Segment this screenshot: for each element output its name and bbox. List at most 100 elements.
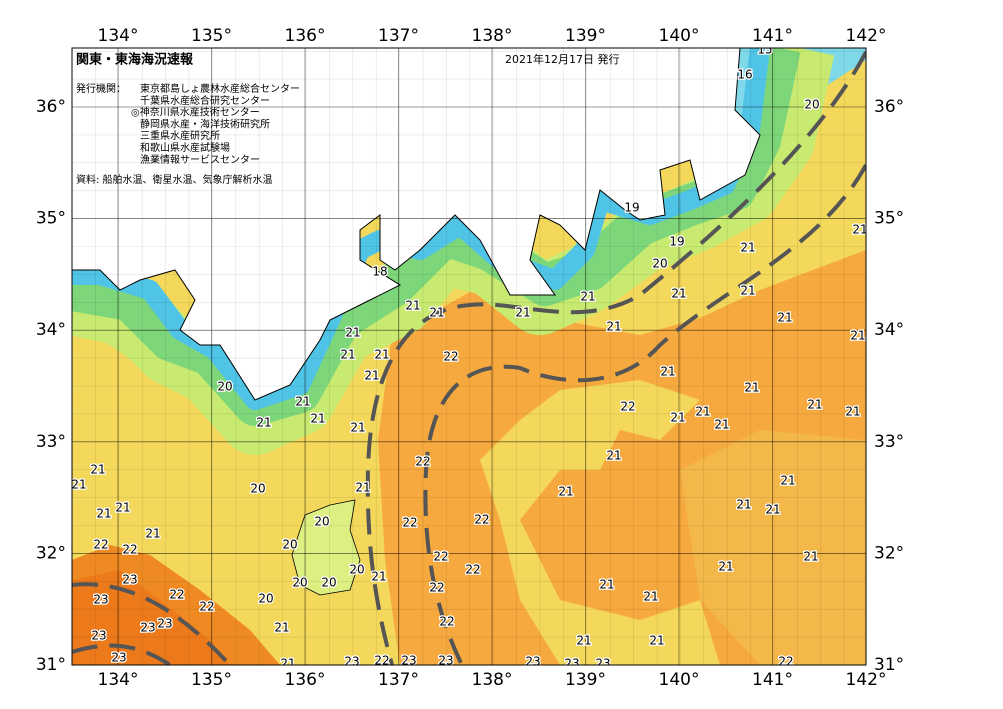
- lon-label: 141°: [752, 26, 793, 46]
- lat-label: 33°: [874, 432, 904, 452]
- isotherm-label: 21: [777, 311, 792, 325]
- isotherm-label: 20: [349, 563, 364, 577]
- issuer-label: 発行機関：: [76, 82, 126, 95]
- isotherm-label: 20: [258, 592, 273, 606]
- isotherm-label: 22: [465, 563, 480, 577]
- isotherm-label: 21: [374, 348, 389, 362]
- issuer: 千葉県水産総合研究センター: [140, 94, 270, 107]
- isotherm-label: 21: [580, 290, 595, 304]
- grid: [72, 48, 866, 665]
- isotherm-label: 23: [93, 593, 108, 607]
- isotherm-label: 22: [429, 581, 444, 595]
- isotherm-label: 22: [93, 538, 108, 552]
- isotherm-label: 19: [669, 235, 684, 249]
- isotherm-label: 21: [340, 348, 355, 362]
- isotherm-label: 21: [371, 570, 386, 584]
- isotherm-label: 22: [474, 513, 489, 527]
- isotherm-label: 22: [778, 655, 793, 669]
- isotherm-label: 20: [652, 257, 667, 271]
- isotherm-label: 20: [314, 515, 329, 529]
- isotherm-label: 22: [443, 350, 458, 364]
- lon-label: 140°: [659, 26, 700, 46]
- isotherm-label: 21: [736, 498, 751, 512]
- isotherm-label: 21: [606, 320, 621, 334]
- isotherm-label: 21: [71, 478, 86, 492]
- isotherm-label: 23: [438, 654, 453, 668]
- isotherm-label: 21: [576, 634, 591, 648]
- isotherm-label: 20: [282, 538, 297, 552]
- lat-label: 31°: [36, 655, 66, 675]
- lon-label: 141°: [752, 670, 793, 690]
- issuer: 三重県水産研究所: [140, 129, 220, 142]
- hot-water-2: [72, 570, 230, 665]
- lon-label: 140°: [659, 670, 700, 690]
- isotherm-label: 23: [595, 657, 610, 671]
- isotherm-label: 21: [364, 369, 379, 383]
- lon-label: 134°: [98, 26, 139, 46]
- isotherm-label: 20: [321, 576, 336, 590]
- isotherm-label: 22: [402, 516, 417, 530]
- isotherm-label: 23: [140, 621, 155, 635]
- lat-label: 31°: [874, 655, 904, 675]
- isotherm-label: 21: [429, 306, 444, 320]
- lat-label: 35°: [874, 209, 904, 229]
- issuer-list: 東京都島しょ農林水産総合センター千葉県水産総合研究センター◎神奈川県水産技術セン…: [131, 82, 300, 166]
- isotherm-label: 21: [807, 398, 822, 412]
- isotherm-label: 21: [670, 411, 685, 425]
- isotherm-label: 20: [217, 380, 232, 394]
- isotherm-label: 21: [256, 416, 271, 430]
- kuroshio-path: [423, 164, 866, 665]
- isotherm-label: 21: [350, 421, 365, 435]
- lon-label: 135°: [191, 26, 232, 46]
- isotherm-label: 21: [115, 501, 130, 515]
- frame: [71, 47, 867, 666]
- isotherm-label: 21: [803, 550, 818, 564]
- isotherm-label: 21: [606, 449, 621, 463]
- lon-label: 138°: [472, 26, 513, 46]
- isotherm-label: 21: [90, 463, 105, 477]
- isotherm-label: 20: [804, 98, 819, 112]
- lat-label: 34°: [874, 320, 904, 340]
- lon-label: 139°: [565, 670, 606, 690]
- isotherm-label: 23: [91, 629, 106, 643]
- lon-label: 142°: [846, 26, 887, 46]
- isotherm-label: 21: [405, 299, 420, 313]
- cool-patch: [291, 499, 361, 596]
- isotherm-label: 23: [157, 617, 172, 631]
- lat-label: 32°: [36, 543, 66, 563]
- isotherm-label: 23: [111, 651, 126, 665]
- issuer: 漁業情報サービスセンター: [140, 153, 260, 166]
- kuroshio-path: [72, 582, 232, 665]
- isotherm-label: 21: [145, 527, 160, 541]
- lat-label: 32°: [874, 543, 904, 563]
- isotherm-label: 15: [757, 43, 772, 57]
- isotherm-label: 23: [344, 655, 359, 669]
- isotherm-label: 18: [372, 265, 387, 279]
- isotherm-label: 19: [624, 201, 639, 215]
- issuer: ◎神奈川県水産技術センター: [131, 106, 260, 119]
- isotherm-label: 21: [852, 223, 867, 237]
- axes: 134° 134° 135° 135° 136° 136° 137° 137° 138° 138°…: [36, 26, 904, 690]
- warm-water-right: [680, 430, 866, 665]
- isotherm-label: 21: [850, 329, 865, 343]
- lon-label: 135°: [191, 670, 232, 690]
- issuer: 東京都島しょ農林水産総合センター: [140, 82, 300, 95]
- kuroshio-path: [72, 643, 172, 665]
- isotherm-label: 23: [401, 654, 416, 668]
- lat-label: 35°: [36, 209, 66, 229]
- lon-label: 136°: [285, 670, 326, 690]
- isotherm-label: 21: [740, 241, 755, 255]
- isotherm-label: 21: [96, 507, 111, 521]
- isotherm-label: 21: [718, 560, 733, 574]
- isotherm-label: 21: [740, 284, 755, 298]
- title: 関東・東海海況速報: [76, 52, 194, 68]
- isotherm-label: 21: [744, 381, 759, 395]
- issue-date: 2021年12月17日 発行: [505, 52, 620, 66]
- isotherm-label: 21: [845, 405, 860, 419]
- isotherm-label: 21: [643, 590, 658, 604]
- isotherm-label: 20: [292, 576, 307, 590]
- isotherm-label: 16: [737, 68, 752, 82]
